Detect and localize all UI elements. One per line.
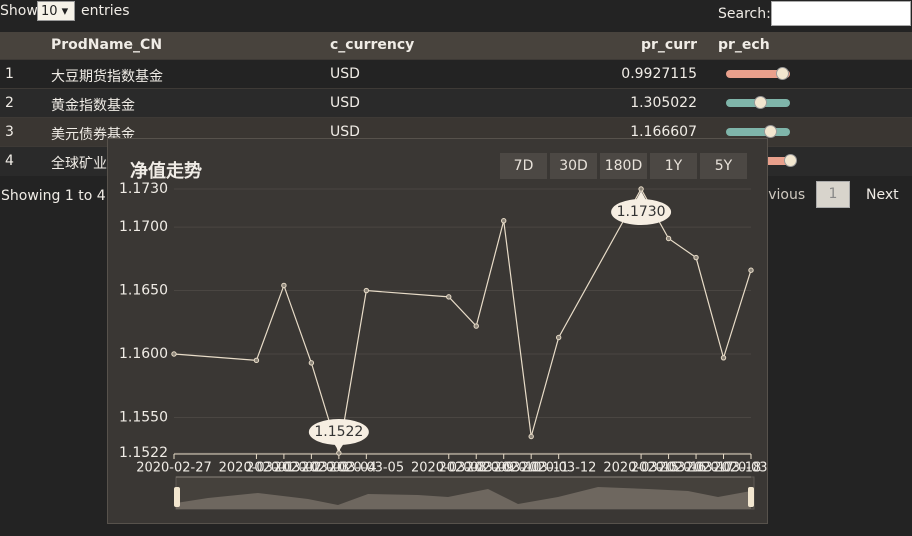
data-point: [693, 254, 699, 261]
page-length-select[interactable]: 10 ▾: [37, 1, 75, 21]
product-name: 黄金指数基金: [51, 98, 135, 114]
chart-title: 净值走势: [130, 161, 202, 182]
slider-knob: [784, 154, 797, 167]
y-tick-label: 1.1550: [119, 409, 168, 425]
change-slider: [726, 125, 790, 138]
x-tick-label: 2020-03-15: [603, 461, 679, 476]
range-button[interactable]: 5Y: [700, 153, 747, 179]
x-tick-label: 2020-03-02: [246, 461, 322, 476]
data-point: [308, 360, 315, 366]
show-label: Show: [0, 3, 38, 19]
x-tick-label: 2020-03-11: [493, 461, 569, 476]
data-label: 1.1730: [617, 204, 666, 220]
x-tick-label: 2020-03-16: [631, 461, 707, 476]
zoom-handle[interactable]: [748, 487, 754, 507]
x-tick-label: 2020-03-17: [658, 461, 734, 476]
slider-knob: [764, 125, 777, 138]
currency: USD: [330, 66, 360, 82]
row-index: 3: [5, 124, 14, 140]
search-label: Search:: [718, 6, 771, 22]
range-button[interactable]: 180D: [600, 153, 647, 179]
data-point: [446, 294, 452, 300]
data-point: [720, 355, 727, 361]
data-point: [748, 267, 754, 273]
data-point: [336, 450, 342, 456]
y-tick-label: 1.1730: [119, 181, 168, 197]
column-header[interactable]: ProdName_CN: [51, 37, 163, 53]
x-tick-label: 2020-03-10: [466, 461, 542, 476]
chart-popup: 净值走势 7D 30D 180D 1Y 5Y 1.1522 1.1550 1.1600 1.1…: [107, 138, 768, 524]
column-header[interactable]: c_currency: [330, 37, 415, 53]
x-tick-label: 2020-03-09: [438, 461, 514, 476]
zoom-handle[interactable]: [174, 487, 180, 507]
table-header: ProdName_CN c_currency pr_curr pr_ech: [0, 32, 912, 59]
range-button[interactable]: 7D: [500, 153, 547, 179]
chart: 1.1522 1.1550 1.1600 1.1650 1.1700 1.1730 2020…: [119, 181, 767, 510]
data-point: [473, 323, 479, 329]
x-tick-label: 2020-03-12: [521, 461, 597, 476]
x-tick-label: 2020-03-18: [686, 461, 762, 476]
data-point: [363, 287, 370, 294]
x-tick-label: 2020-03-01: [219, 461, 295, 476]
price: 1.305022: [630, 95, 697, 111]
entries-label: entries: [81, 3, 130, 19]
x-tick-label: 2020-03-05: [329, 461, 405, 476]
product-name: 大豆期货指数基金: [51, 69, 163, 85]
y-tick-label: 1.1600: [119, 346, 168, 362]
row-index: 2: [5, 95, 14, 111]
search-input[interactable]: [771, 1, 911, 26]
range-button[interactable]: 1Y: [650, 153, 697, 179]
label-bubble: [611, 199, 672, 225]
table-row: 2 黄金指数基金 USD 1.305022: [0, 88, 912, 118]
x-tick-label: 2020-03-08: [411, 461, 487, 476]
page-button[interactable]: 1: [816, 181, 850, 208]
data-point: [665, 235, 672, 242]
x-tick-label: 2020-02-27: [136, 461, 212, 476]
price: 0.9927115: [621, 66, 697, 82]
page-length: 10: [41, 4, 58, 19]
y-tick-label: 1.1522: [119, 445, 168, 461]
range-button[interactable]: 30D: [550, 153, 597, 179]
change-slider: [726, 67, 790, 80]
x-tick-label: 2020-03-19: [713, 461, 767, 476]
currency: USD: [330, 124, 360, 140]
line-series: [173, 187, 752, 454]
row-index: 1: [5, 66, 14, 82]
y-tick-label: 1.1700: [119, 219, 168, 235]
next-button[interactable]: Next: [866, 187, 899, 203]
price: 1.166607: [630, 124, 697, 140]
slider-knob: [754, 96, 767, 109]
data-point: [555, 334, 562, 341]
table-row: 1 大豆期货指数基金 USD 0.9927115: [0, 59, 912, 89]
data-label: 1.1522: [314, 424, 363, 440]
data-point: [171, 351, 177, 357]
data-point: [281, 282, 287, 289]
label-bubble: [308, 419, 369, 445]
column-header[interactable]: pr_curr: [641, 37, 697, 53]
data-point: [501, 218, 507, 224]
change-slider: [726, 96, 790, 109]
y-tick-label: 1.1650: [119, 283, 168, 299]
slider-knob: [776, 67, 789, 80]
data-point: [528, 433, 534, 440]
currency: USD: [330, 95, 360, 111]
row-index: 4: [5, 153, 14, 169]
data-point: [638, 186, 644, 192]
x-tick-label: 2020-03-04: [301, 461, 377, 476]
data-point: [253, 357, 260, 364]
x-tick-label: 2020-03-03: [274, 461, 350, 476]
column-header[interactable]: pr_ech: [718, 37, 770, 53]
zoom-preview: [176, 487, 751, 509]
